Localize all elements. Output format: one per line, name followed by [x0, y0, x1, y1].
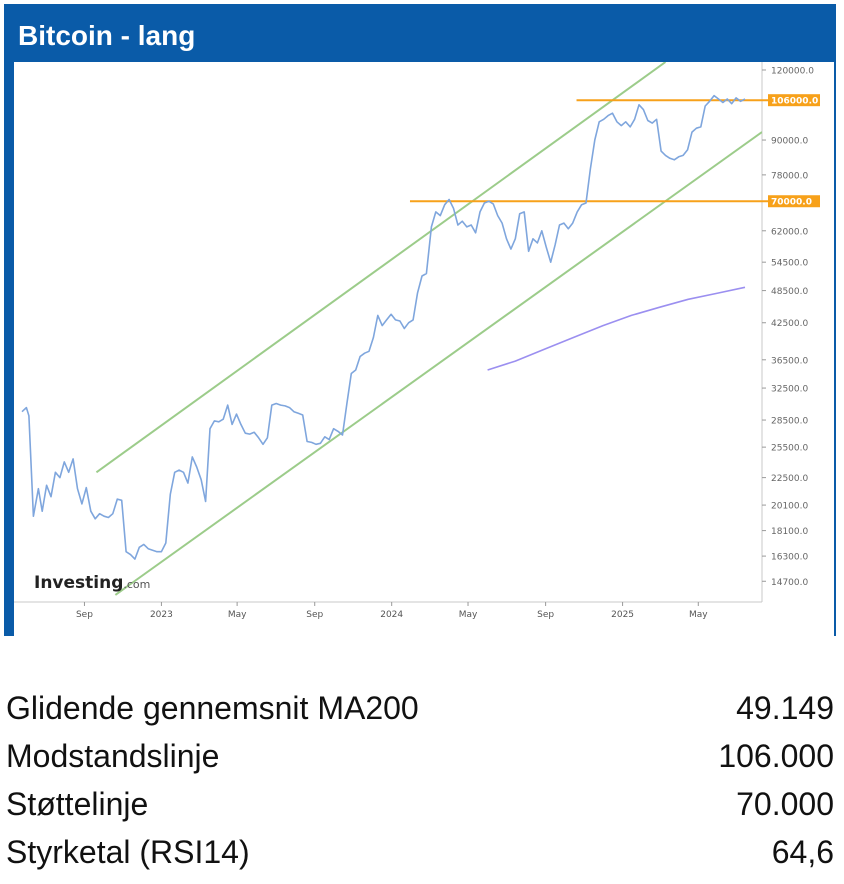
y-tick-label: 36500.0 [771, 356, 808, 366]
plot-area: 120000.0 90000.0 78000.0 70000.0 62000.0 5450… [14, 62, 834, 636]
x-tick-label: Sep [306, 610, 323, 620]
level-label-box [768, 195, 820, 208]
trend-channel-line [95, 62, 667, 474]
y-tick-label: 48500.0 [771, 287, 808, 297]
y-tick-label: 20100.0 [771, 502, 808, 512]
x-tick-label: May [459, 610, 478, 620]
y-tick-label: 120000.0 [771, 66, 814, 76]
y-tick-label: 22500.0 [771, 474, 808, 484]
level-label-box [768, 94, 820, 107]
x-tick-label: 2023 [150, 610, 173, 620]
x-tick-label: Sep [76, 610, 93, 620]
ma200-line [487, 286, 746, 371]
stat-value: 70.000 [736, 786, 834, 822]
trend-channel-line [114, 131, 762, 596]
stat-value: 64,6 [771, 834, 834, 870]
stat-value: 106.000 [718, 738, 834, 774]
stat-row-ma200: Glidende gennemsnit MA200 49.149 [6, 684, 834, 732]
x-tick-label: May [228, 610, 247, 620]
y-tick-label: 42500.0 [771, 319, 808, 329]
stat-value: 49.149 [736, 690, 834, 726]
y-tick-label: 32500.0 [771, 385, 808, 395]
price-line [21, 94, 746, 560]
brand-logo: Investing.com [34, 573, 150, 593]
price-chart: 120000.0 90000.0 78000.0 70000.0 62000.0 5450… [14, 62, 820, 620]
stat-label: Styrketal (RSI14) [6, 834, 250, 870]
y-tick-label: 16300.0 [771, 553, 808, 563]
stat-row-rsi: Styrketal (RSI14) 64,6 [6, 828, 834, 876]
y-tick-label: 18100.0 [771, 527, 808, 537]
y-tick-label: 14700.0 [771, 578, 808, 588]
level-label: 106000.0 [771, 97, 818, 107]
x-tick-label: Sep [537, 610, 554, 620]
y-tick-label: 62000.0 [771, 227, 808, 237]
chart-panel: Bitcoin - lang 120000.0 90000.0 78000.0 700… [4, 4, 836, 636]
stat-label: Modstandslinje [6, 738, 220, 774]
stat-label: Glidende gennemsnit MA200 [6, 690, 419, 726]
y-tick-label: 90000.0 [771, 137, 808, 147]
y-tick-label: 28500.0 [771, 417, 808, 427]
x-tick-label: 2025 [611, 610, 634, 620]
x-tick-label: 2024 [380, 610, 403, 620]
x-tick-label: May [689, 610, 708, 620]
y-tick-label: 78000.0 [771, 171, 808, 181]
stat-row-support: Støttelinje 70.000 [6, 780, 834, 828]
chart-title: Bitcoin - lang [18, 20, 196, 51]
stat-label: Støttelinje [6, 786, 149, 822]
y-tick-label: 54500.0 [771, 259, 808, 269]
level-label: 70000.0 [771, 198, 812, 208]
stats-table: Glidende gennemsnit MA200 49.149 Modstan… [6, 684, 834, 876]
stat-row-resistance: Modstandslinje 106.000 [6, 732, 834, 780]
y-tick-label: 25500.0 [771, 444, 808, 454]
